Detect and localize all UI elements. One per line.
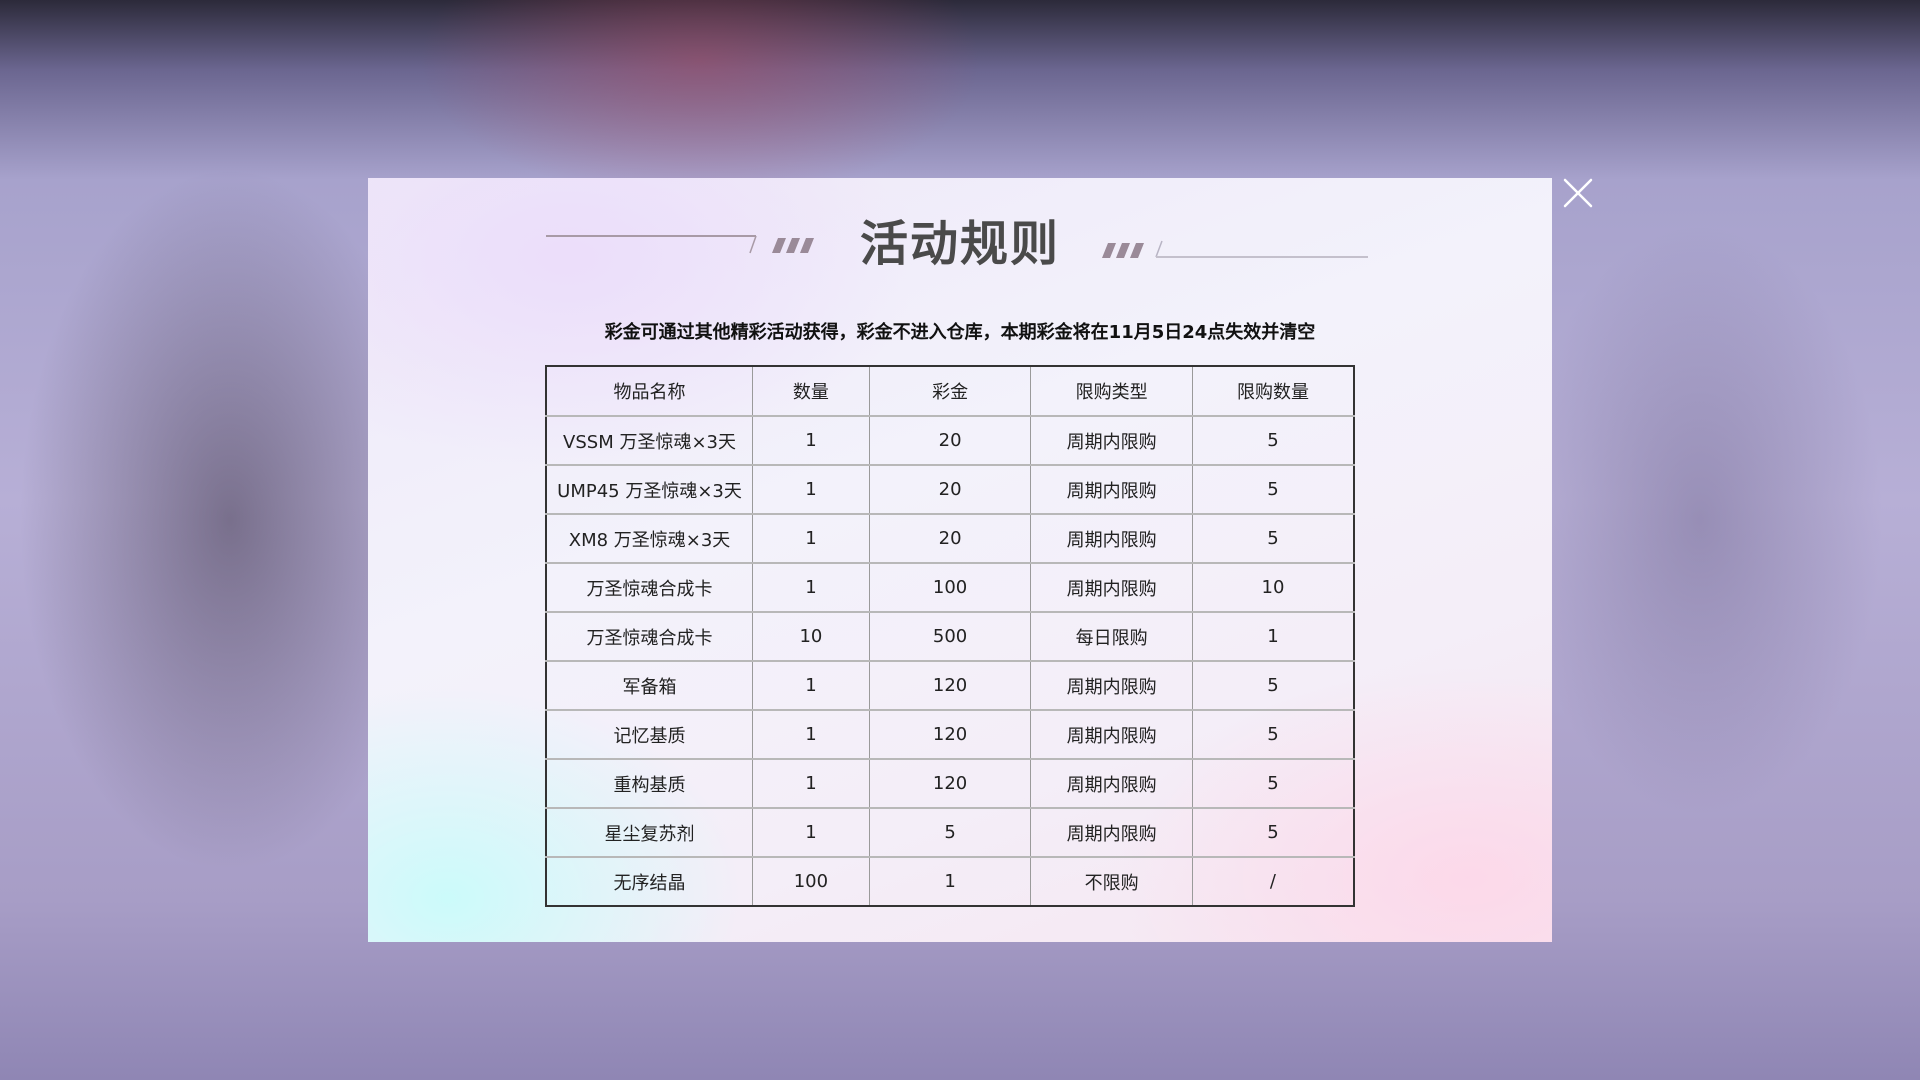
cell-bonus: 20 (868, 464, 1032, 515)
cell-item-name: 军备箱 (545, 660, 754, 711)
table-row: 万圣惊魂合成卡 10 500 每日限购 1 (545, 611, 1355, 662)
cell-quantity: 1 (752, 758, 870, 809)
rules-description: 彩金可通过其他精彩活动获得，彩金不进入仓库，本期彩金将在11月5日24点失效并清… (604, 322, 1316, 343)
title-decoration-left (546, 235, 814, 254)
cell-quantity: 1 (752, 513, 870, 564)
title-decoration-right (1102, 240, 1368, 258)
cell-quantity: 1 (752, 709, 870, 760)
header-quantity: 数量 (752, 365, 870, 417)
cell-bonus: 120 (868, 709, 1032, 760)
cell-limit-count: 5 (1191, 464, 1355, 515)
cell-limit-type: 周期内限购 (1030, 807, 1193, 858)
cell-bonus: 20 (868, 415, 1032, 466)
cell-limit-count: 5 (1191, 513, 1355, 564)
cell-limit-type: 周期内限购 (1030, 562, 1193, 613)
cell-bonus: 500 (868, 611, 1032, 662)
table-row: 万圣惊魂合成卡 1 100 周期内限购 10 (545, 562, 1355, 613)
table-row: 星尘复苏剂 1 5 周期内限购 5 (545, 807, 1355, 858)
cell-limit-count: 10 (1191, 562, 1355, 613)
header-limit-count: 限购数量 (1191, 365, 1355, 417)
dialog-title: 活动规则 (859, 216, 1060, 272)
cell-quantity: 1 (752, 415, 870, 466)
cell-limit-count: 5 (1191, 660, 1355, 711)
cell-limit-type: 周期内限购 (1030, 660, 1193, 711)
cell-limit-type: 每日限购 (1030, 611, 1193, 662)
cell-item-name: 记忆基质 (545, 709, 754, 760)
cell-bonus: 5 (868, 807, 1032, 858)
table-row: XM8 万圣惊魂×3天 1 20 周期内限购 5 (545, 513, 1355, 564)
table-row: 无序结晶 100 1 不限购 / (545, 856, 1355, 907)
cell-quantity: 100 (752, 856, 870, 907)
close-icon[interactable] (1562, 177, 1594, 209)
cell-limit-type: 周期内限购 (1030, 513, 1193, 564)
cell-quantity: 1 (752, 660, 870, 711)
cell-item-name: UMP45 万圣惊魂×3天 (545, 464, 754, 515)
cell-item-name: 万圣惊魂合成卡 (545, 562, 754, 613)
cell-bonus: 100 (868, 562, 1032, 613)
cell-limit-type: 不限购 (1030, 856, 1193, 907)
cell-quantity: 10 (752, 611, 870, 662)
cell-limit-type: 周期内限购 (1030, 758, 1193, 809)
cell-limit-count: 5 (1191, 709, 1355, 760)
table-row: UMP45 万圣惊魂×3天 1 20 周期内限购 5 (545, 464, 1355, 515)
cell-limit-count: 5 (1191, 807, 1355, 858)
cell-bonus: 120 (868, 758, 1032, 809)
cell-quantity: 1 (752, 562, 870, 613)
table-header-row: 物品名称 数量 彩金 限购类型 限购数量 (545, 365, 1355, 417)
cell-bonus: 120 (868, 660, 1032, 711)
cell-item-name: VSSM 万圣惊魂×3天 (545, 415, 754, 466)
cell-item-name: 星尘复苏剂 (545, 807, 754, 858)
cell-bonus: 1 (868, 856, 1032, 907)
rules-dialog: 活动规则 彩金可通过其他精彩活动获得，彩金不进入仓库，本期彩金将在11月5日24… (368, 178, 1552, 942)
cell-item-name: 无序结晶 (545, 856, 754, 907)
rules-table: 物品名称 数量 彩金 限购类型 限购数量 VSSM 万圣惊魂×3天 1 20 周期内限… (545, 365, 1355, 907)
cell-limit-count: 5 (1191, 415, 1355, 466)
cell-item-name: 万圣惊魂合成卡 (545, 611, 754, 662)
table-row: 军备箱 1 120 周期内限购 5 (545, 660, 1355, 711)
cell-bonus: 20 (868, 513, 1032, 564)
header-bonus: 彩金 (868, 365, 1032, 417)
cell-limit-type: 周期内限购 (1030, 464, 1193, 515)
cell-limit-type: 周期内限购 (1030, 709, 1193, 760)
table-row: 记忆基质 1 120 周期内限购 5 (545, 709, 1355, 760)
cell-quantity: 1 (752, 464, 870, 515)
header-item-name: 物品名称 (545, 365, 754, 417)
cell-limit-count: / (1191, 856, 1355, 907)
cell-quantity: 1 (752, 807, 870, 858)
cell-limit-count: 1 (1191, 611, 1355, 662)
cell-limit-count: 5 (1191, 758, 1355, 809)
cell-item-name: 重构基质 (545, 758, 754, 809)
cell-item-name: XM8 万圣惊魂×3天 (545, 513, 754, 564)
cell-limit-type: 周期内限购 (1030, 415, 1193, 466)
header-limit-type: 限购类型 (1030, 365, 1193, 417)
table-row: 重构基质 1 120 周期内限购 5 (545, 758, 1355, 809)
table-row: VSSM 万圣惊魂×3天 1 20 周期内限购 5 (545, 415, 1355, 466)
